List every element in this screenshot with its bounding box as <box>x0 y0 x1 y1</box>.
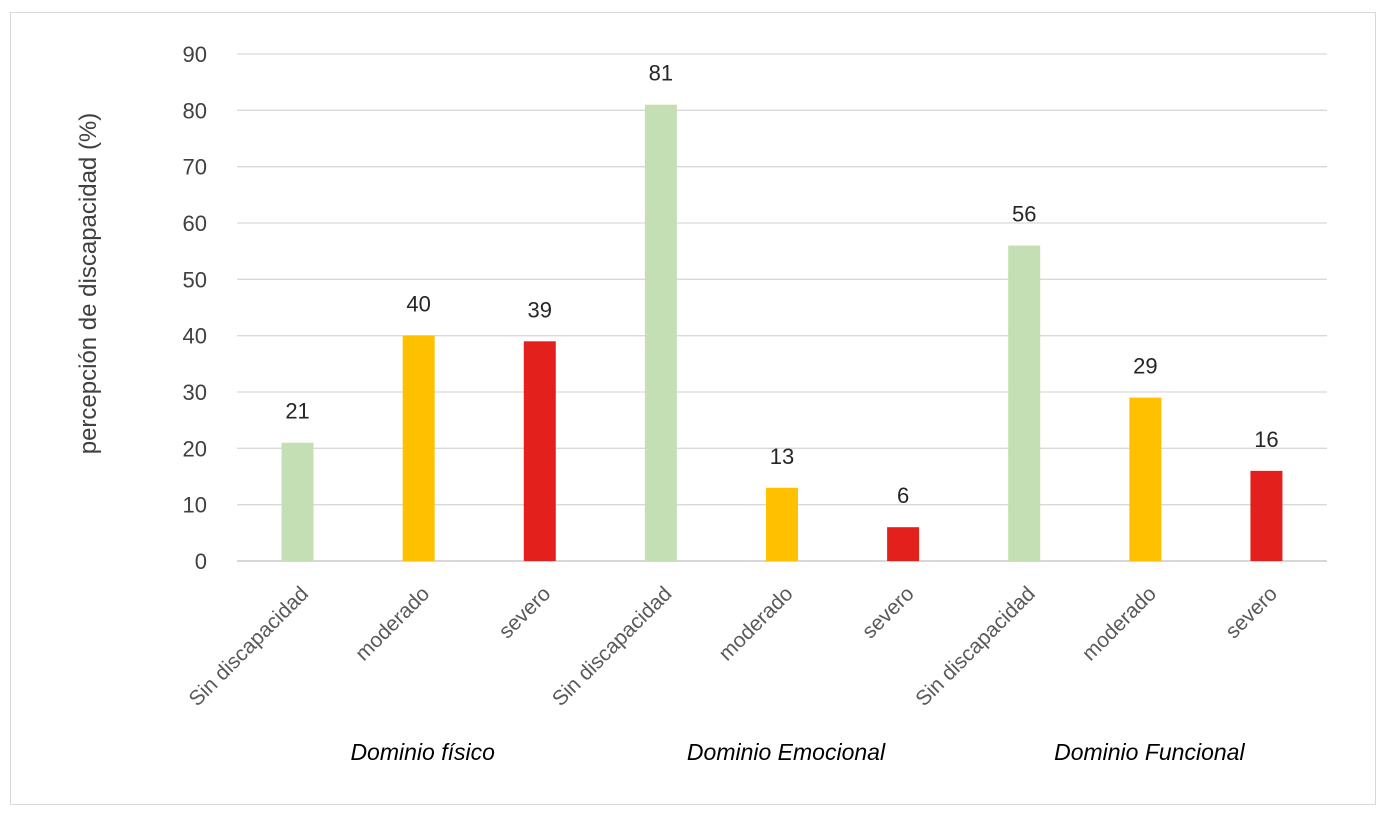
group-labels: Dominio físico Dominio Emocional Dominio F… <box>350 739 1245 765</box>
y-axis-label: percepción de discapacidad (%) <box>75 113 102 455</box>
y-axis-ticks: 0 10 20 30 40 50 60 70 80 90 <box>183 42 207 574</box>
group-label: Dominio Emocional <box>687 739 886 765</box>
category-label: severo <box>858 582 919 643</box>
data-label: 21 <box>285 399 309 424</box>
bar <box>1129 397 1162 561</box>
y-tick-label: 40 <box>183 324 207 349</box>
category-label: severo <box>1221 582 1282 643</box>
bar <box>1250 470 1283 561</box>
bar <box>766 487 798 561</box>
bar <box>523 341 556 561</box>
data-label: 13 <box>770 444 794 469</box>
category-label: Sin discapacidad <box>911 582 1040 711</box>
data-label: 40 <box>406 292 430 317</box>
data-label: 16 <box>1254 427 1278 452</box>
category-label: severo <box>494 582 555 643</box>
y-tick-label: 70 <box>183 155 207 180</box>
bar <box>644 104 677 561</box>
y-tick-label: 60 <box>183 211 207 236</box>
category-label: Sin discapacidad <box>185 582 314 711</box>
group-label: Dominio Funcional <box>1054 739 1245 765</box>
bar <box>402 335 435 561</box>
data-label: 6 <box>897 483 909 508</box>
data-label: 81 <box>649 61 673 86</box>
category-label: moderado <box>1078 582 1161 665</box>
y-tick-label: 80 <box>183 98 207 123</box>
y-tick-label: 30 <box>183 380 207 405</box>
bar <box>281 442 314 561</box>
data-labels: 21 40 39 81 13 6 56 29 16 <box>285 61 1278 509</box>
group-label: Dominio físico <box>350 739 495 765</box>
y-tick-label: 20 <box>183 436 207 461</box>
category-label: moderado <box>714 582 797 665</box>
y-tick-label: 10 <box>183 493 207 518</box>
data-label: 56 <box>1012 202 1036 227</box>
category-label: moderado <box>351 582 434 665</box>
data-label: 29 <box>1133 354 1157 379</box>
gridlines <box>237 53 1327 562</box>
bar <box>887 527 920 561</box>
y-tick-label: 0 <box>195 549 207 574</box>
y-tick-label: 90 <box>183 42 207 67</box>
bars <box>281 104 1283 562</box>
bar <box>1008 245 1041 562</box>
category-label: Sin discapacidad <box>548 582 677 711</box>
y-tick-label: 50 <box>183 267 207 292</box>
data-label: 39 <box>528 297 552 322</box>
